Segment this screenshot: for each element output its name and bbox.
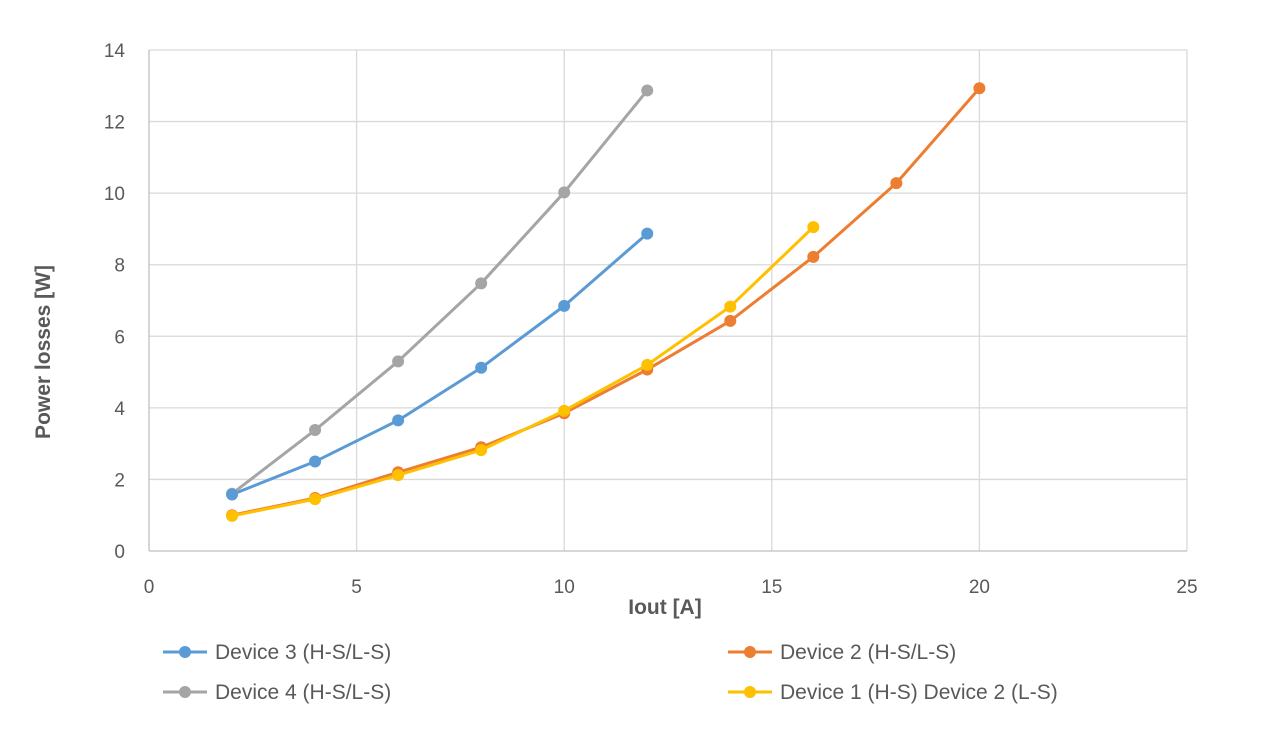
- legend-label: Device 1 (H-S) Device 2 (L-S): [780, 681, 1058, 704]
- legend-marker: [179, 686, 191, 698]
- data-point: [475, 277, 488, 290]
- data-point: [309, 493, 322, 506]
- legend-marker: [744, 646, 756, 658]
- y-tick-label: 2: [114, 470, 125, 491]
- y-tick-label: 6: [114, 327, 125, 348]
- legend-label: Device 4 (H-S/L-S): [215, 681, 391, 704]
- series-1: [226, 227, 654, 501]
- series-line: [230, 232, 649, 496]
- data-point: [807, 250, 820, 263]
- data-point: [807, 221, 820, 234]
- series-3: [226, 84, 654, 500]
- x-tick-label: 20: [969, 577, 990, 598]
- legend-marker: [744, 686, 756, 698]
- y-tick-label: 0: [114, 542, 125, 563]
- data-point: [558, 404, 571, 417]
- y-tick-label: 4: [114, 399, 125, 420]
- x-tick-label: 5: [351, 577, 362, 598]
- series-4: [226, 221, 820, 522]
- legend-label: Device 2 (H-S/L-S): [780, 641, 956, 664]
- plot-area: [226, 82, 986, 522]
- y-tick-label: 12: [104, 113, 125, 134]
- y-tick-label: 14: [104, 41, 126, 62]
- data-point: [558, 299, 571, 312]
- legend: Device 3 (H-S/L-S) Device 2 (H-S/L-S) Devi…: [163, 641, 1058, 704]
- data-point: [724, 314, 737, 327]
- legend-item: Device 3 (H-S/L-S): [163, 641, 391, 664]
- data-point: [641, 84, 654, 97]
- data-point: [475, 361, 488, 374]
- data-point: [309, 455, 322, 468]
- x-axis-title: Iout [A]: [628, 596, 701, 619]
- series-line: [230, 86, 981, 517]
- data-point: [392, 355, 405, 368]
- data-point: [309, 424, 322, 437]
- data-point: [226, 509, 239, 522]
- series-line: [230, 88, 649, 496]
- data-point: [724, 300, 737, 313]
- grid: [149, 49, 1188, 551]
- data-point: [558, 186, 571, 199]
- x-tick-label: 0: [144, 577, 155, 598]
- data-point: [392, 469, 405, 482]
- legend-item: Device 1 (H-S) Device 2 (L-S): [728, 681, 1058, 704]
- data-point: [226, 488, 239, 501]
- axes: 0 2 4 6 8 10 12 14 0 5 10 15 20 25: [104, 41, 1198, 598]
- x-tick-label: 25: [1176, 577, 1197, 598]
- legend-item: Device 4 (H-S/L-S): [163, 681, 391, 704]
- data-point: [890, 177, 903, 190]
- data-point: [973, 82, 986, 95]
- series-line: [230, 225, 815, 518]
- x-tick-label: 10: [554, 577, 575, 598]
- data-point: [392, 414, 405, 427]
- y-axis-title: Power losses [W]: [32, 265, 55, 439]
- series-2: [226, 82, 986, 522]
- y-tick-label: 8: [114, 256, 125, 277]
- x-tick-label: 15: [761, 577, 782, 598]
- data-point: [641, 227, 654, 240]
- y-tick-label: 10: [104, 184, 125, 205]
- legend-label: Device 3 (H-S/L-S): [215, 641, 391, 664]
- legend-item: Device 2 (H-S/L-S): [728, 641, 956, 664]
- data-point: [475, 444, 488, 457]
- data-point: [641, 358, 654, 371]
- legend-marker: [179, 646, 191, 658]
